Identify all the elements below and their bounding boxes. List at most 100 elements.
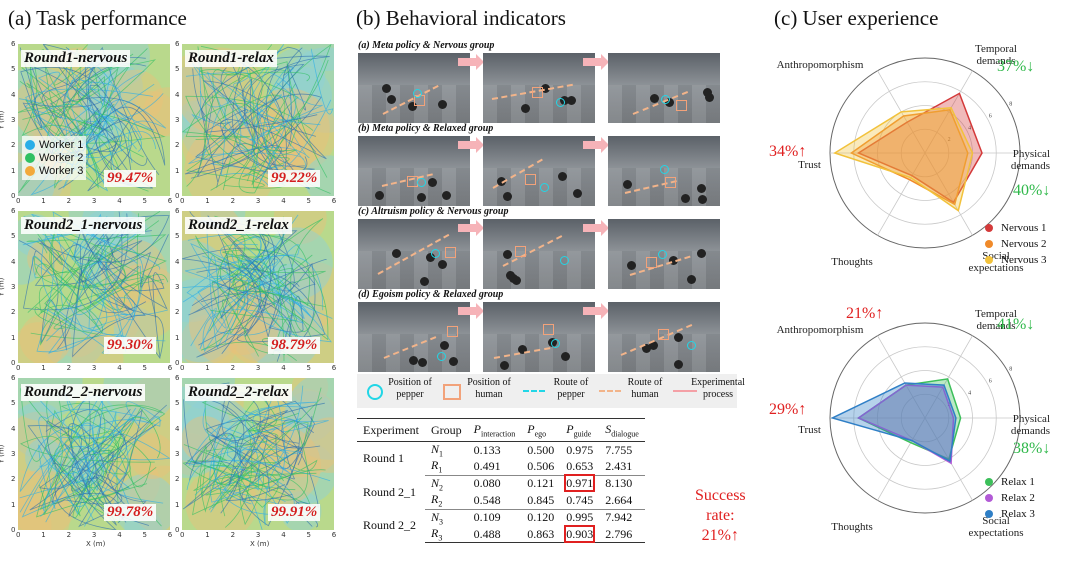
process-arrow-icon (583, 303, 609, 319)
down-arrow-icon: ↓ (1026, 58, 1035, 75)
legend-item: Relax 2 (985, 492, 1035, 504)
y-tick-label: 3 (11, 282, 16, 291)
title-user-experience: (c) User experience (774, 6, 939, 30)
x-tick-label: 2 (66, 364, 72, 372)
up-arrow-icon: ↑ (730, 527, 739, 544)
coverage-rate: 98.79% (268, 337, 321, 354)
header-group: Group (424, 418, 468, 442)
x-tick-label: 0 (16, 531, 21, 539)
x-axis-label: X (m) (86, 540, 106, 548)
process-arrow-icon (458, 54, 484, 70)
y-tick-label: 0 (175, 191, 180, 200)
x-tick-label: 2 (66, 531, 72, 539)
behavior-row-title: (c) Altruism policy & Nervous group (358, 206, 509, 217)
human-position-icon (443, 384, 461, 400)
x-tick-label: 6 (331, 531, 337, 539)
y-tick-label: 0 (11, 358, 16, 367)
x-tick-label: 5 (306, 364, 311, 372)
experiment-photo (358, 136, 470, 206)
radar-axis-label: Thoughts (831, 521, 873, 533)
y-tick-label: 2 (11, 475, 16, 484)
group-cell: R3 (424, 525, 468, 544)
y-tick-label: 1 (175, 166, 180, 175)
radar-spoke (877, 335, 926, 419)
y-tick-label: 2 (175, 475, 180, 484)
radar-tick-label: 4 (968, 125, 971, 131)
process-arrow-icon (673, 390, 697, 392)
y-tick-label: 3 (175, 282, 180, 291)
behavior-row-title: (b) Meta policy & Relaxed group (358, 123, 494, 134)
legend-label: Nervous 1 (1001, 222, 1047, 234)
value-cell: 0.995 (566, 510, 594, 525)
coverage-rate: 99.47% (104, 170, 157, 187)
x-tick-label: 6 (331, 364, 337, 372)
process-arrow-icon (583, 137, 609, 153)
radar-axis-label: Temporal demands (975, 43, 1017, 67)
success-rate-annotation: Success rate: 21%↑ (695, 486, 746, 546)
table-row: R1 0.491 0.506 0.653 2.431 (357, 458, 645, 476)
legend-item: Nervous 3 (985, 254, 1047, 266)
legend-label: Worker 2 (39, 152, 84, 164)
x-tick-label: 3 (255, 197, 261, 205)
behavior-row-title: (a) Meta policy & Nervous group (358, 40, 495, 51)
experiment-photo (608, 53, 720, 123)
y-tick-label: 1 (11, 500, 16, 509)
value-cell: 0.903 (560, 524, 600, 544)
x-tick-label: 0 (180, 197, 185, 205)
process-arrow-icon (458, 303, 484, 319)
experiment-photo (358, 53, 470, 123)
y-axis-label: Y (m) (0, 444, 6, 464)
experiment-photo (608, 219, 720, 289)
y-tick-label: 0 (11, 191, 16, 200)
success-rate-label: rate: (706, 507, 735, 524)
pepper-position-icon (367, 384, 383, 400)
table-row: Round 2_2 N3 0.109 0.120 0.995 7.942 (357, 509, 645, 533)
x-tick-label: 3 (91, 197, 97, 205)
radar-axis-label: Trust (798, 424, 821, 436)
x-tick-label: 1 (41, 364, 46, 372)
legend-item: Relax 1 (985, 476, 1035, 488)
table-row: Round 2_1 N2 0.080 0.121 0.971 8.130 (357, 474, 645, 499)
heatmap-title: Round2_1-relax (185, 217, 292, 234)
table-row: Round 1 N1 0.133 0.500 0.975 7.755 (357, 442, 645, 465)
value-cell: 0.745 (560, 492, 600, 510)
trajectory-heatmap (18, 378, 170, 530)
process-arrow-icon (458, 220, 484, 236)
y-axis-label: Y (m) (0, 110, 6, 130)
legend-human-route: Route of human (627, 377, 663, 400)
legend-item: Relax 3 (985, 508, 1035, 520)
trajectory-heatmap (182, 378, 334, 530)
legend-marker (985, 240, 993, 248)
process-arrow-icon (458, 137, 484, 153)
y-tick-label: 6 (175, 374, 180, 382)
behavioral-legend: Position of pepper Position of human Rou… (357, 374, 745, 408)
y-tick-label: 6 (175, 207, 180, 215)
y-tick-label: 1 (175, 500, 180, 509)
y-tick-label: 4 (175, 90, 180, 99)
y-tick-label: 5 (11, 232, 16, 241)
value-cell: 0.653 (560, 458, 600, 476)
radar-axis-label: Physical demands (1011, 148, 1050, 172)
temporal-change-top: 37%↓ (997, 58, 1035, 75)
radar-series-area (856, 92, 983, 204)
x-tick-label: 2 (230, 364, 236, 372)
value-cell: 0.548 (467, 492, 522, 510)
legend-process: Experimental process (691, 377, 745, 400)
x-tick-label: 5 (142, 531, 147, 539)
y-tick-label: 2 (175, 141, 180, 150)
coverage-rate: 99.30% (104, 337, 157, 354)
experiment-photo (608, 302, 720, 372)
pepper-route-icon (523, 390, 545, 392)
y-tick-label: 3 (11, 449, 16, 458)
x-tick-label: 3 (91, 364, 97, 372)
x-tick-label: 0 (180, 364, 185, 372)
x-tick-label: 4 (281, 531, 286, 539)
x-tick-label: 1 (205, 197, 210, 205)
down-arrow-icon: ↓ (1042, 182, 1051, 199)
radar-axis-label: Temporal demands (975, 308, 1017, 332)
anthropomorphism-change-bottom: 21%↑ (846, 305, 884, 322)
radar-axis-label: Social expectations (969, 515, 1024, 539)
y-tick-label: 2 (11, 141, 16, 150)
